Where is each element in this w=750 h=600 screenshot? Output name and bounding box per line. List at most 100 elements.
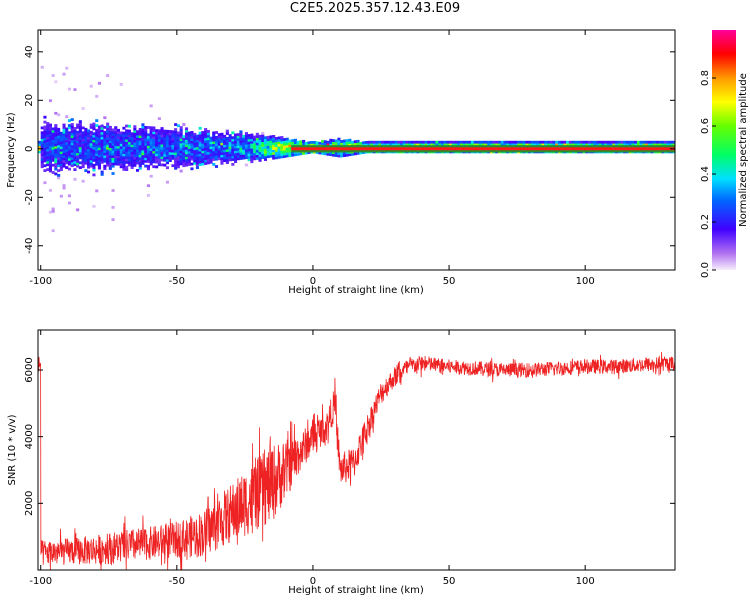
heatmap-cell bbox=[130, 137, 134, 140]
heatmap-cell bbox=[78, 129, 82, 133]
heatmap-cell bbox=[402, 140, 406, 144]
heatmap-cell bbox=[116, 153, 120, 156]
heatmap-cell bbox=[435, 143, 439, 146]
heatmap-cell bbox=[136, 152, 140, 155]
heatmap-cell bbox=[87, 129, 91, 133]
heatmap-cell bbox=[231, 158, 235, 161]
heatmap-cell bbox=[193, 140, 197, 143]
heatmap-cell bbox=[59, 151, 63, 154]
heatmap-cell bbox=[182, 135, 186, 138]
heatmap-cell bbox=[116, 148, 120, 152]
heatmap-cell bbox=[144, 147, 148, 151]
heatmap-cell bbox=[225, 154, 229, 157]
heatmap-cell bbox=[40, 141, 44, 144]
heatmap-cell bbox=[312, 141, 316, 144]
x-tick-label: 100 bbox=[576, 576, 595, 587]
heatmap-cell bbox=[206, 151, 210, 155]
heatmap-cell bbox=[146, 135, 150, 139]
heatmap-cell bbox=[103, 116, 107, 120]
heatmap-cell bbox=[59, 148, 63, 152]
heatmap-cell bbox=[138, 130, 142, 134]
heatmap-cell bbox=[204, 137, 208, 141]
heatmap-cell bbox=[70, 157, 74, 160]
heatmap-cell bbox=[571, 140, 575, 144]
heatmap-cell bbox=[125, 146, 129, 150]
heatmap-cell bbox=[397, 143, 401, 146]
heatmap-cell bbox=[40, 150, 44, 154]
x-tick-label: 50 bbox=[443, 576, 456, 587]
heatmap-cell bbox=[157, 136, 161, 140]
heatmap-cell bbox=[46, 129, 50, 133]
heatmap-cell bbox=[160, 158, 164, 162]
heatmap-cell bbox=[163, 139, 167, 143]
heatmap-cell bbox=[165, 129, 169, 133]
heatmap-cell bbox=[255, 142, 259, 146]
heatmap-cell bbox=[250, 150, 254, 154]
heatmap-cell bbox=[122, 146, 126, 149]
heatmap-cell bbox=[419, 143, 423, 146]
heatmap-cell bbox=[62, 143, 66, 146]
heatmap-cell bbox=[288, 149, 292, 153]
heatmap-cell bbox=[144, 150, 148, 153]
heatmap-cell bbox=[155, 134, 159, 137]
heatmap-cell bbox=[280, 155, 284, 159]
heatmap-cell bbox=[302, 152, 306, 155]
heatmap-cell bbox=[258, 142, 262, 145]
heatmap-cell bbox=[119, 131, 123, 135]
heatmap-cell bbox=[669, 143, 673, 146]
heatmap-cell bbox=[84, 152, 88, 155]
heatmap-cell bbox=[179, 128, 183, 132]
heatmap-cell bbox=[81, 145, 85, 149]
heatmap-cell bbox=[84, 169, 88, 172]
heatmap-cell bbox=[190, 143, 194, 146]
band-core bbox=[291, 147, 675, 151]
heatmap-cell bbox=[48, 189, 52, 192]
heatmap-cell bbox=[73, 177, 77, 181]
heatmap-cell bbox=[326, 140, 330, 144]
heatmap-cell bbox=[193, 132, 197, 136]
heatmap-cell bbox=[51, 129, 55, 133]
heatmap-cell bbox=[171, 132, 175, 136]
heatmap-cell bbox=[92, 125, 96, 128]
heatmap-cell bbox=[73, 146, 77, 150]
heatmap-cell bbox=[587, 140, 591, 144]
heatmap-cell bbox=[89, 126, 93, 129]
heatmap-cell bbox=[598, 143, 602, 146]
heatmap-cell bbox=[114, 128, 118, 132]
heatmap-cell bbox=[329, 153, 333, 157]
heatmap-cell bbox=[244, 139, 248, 143]
heatmap-cell bbox=[43, 132, 47, 136]
heatmap-cell bbox=[122, 151, 126, 154]
heatmap-cell bbox=[247, 141, 251, 145]
heatmap-cell bbox=[277, 146, 281, 149]
heatmap-cell bbox=[359, 151, 363, 155]
heatmap-cell bbox=[217, 147, 221, 151]
heatmap-cell bbox=[144, 135, 148, 139]
heatmap-cell bbox=[97, 164, 101, 168]
heatmap-cell bbox=[95, 160, 99, 164]
heatmap-cell bbox=[223, 149, 227, 153]
heatmap-cell bbox=[67, 124, 71, 127]
heatmap-cell bbox=[204, 154, 208, 158]
heatmap-cell bbox=[160, 136, 164, 140]
heatmap-cell bbox=[133, 142, 137, 145]
heatmap-cell bbox=[59, 146, 63, 150]
heatmap-cell bbox=[549, 140, 553, 144]
heatmap-cell bbox=[348, 143, 352, 147]
heatmap-cell bbox=[231, 163, 235, 166]
heatmap-cell bbox=[672, 140, 675, 144]
heatmap-cell bbox=[198, 160, 202, 164]
heatmap-cell bbox=[51, 207, 55, 211]
heatmap-cell bbox=[130, 132, 134, 136]
heatmap-cell bbox=[97, 159, 101, 163]
heatmap-cell bbox=[342, 139, 346, 143]
heatmap-cell bbox=[204, 159, 208, 163]
heatmap-cell bbox=[261, 148, 265, 152]
heatmap-cell bbox=[57, 157, 61, 160]
heatmap-cell bbox=[40, 131, 44, 135]
heatmap-cell bbox=[185, 151, 189, 155]
heatmap-cell bbox=[76, 155, 80, 158]
heatmap-cell bbox=[574, 140, 578, 144]
heatmap-cell bbox=[138, 157, 142, 160]
heatmap-cell bbox=[223, 139, 227, 143]
